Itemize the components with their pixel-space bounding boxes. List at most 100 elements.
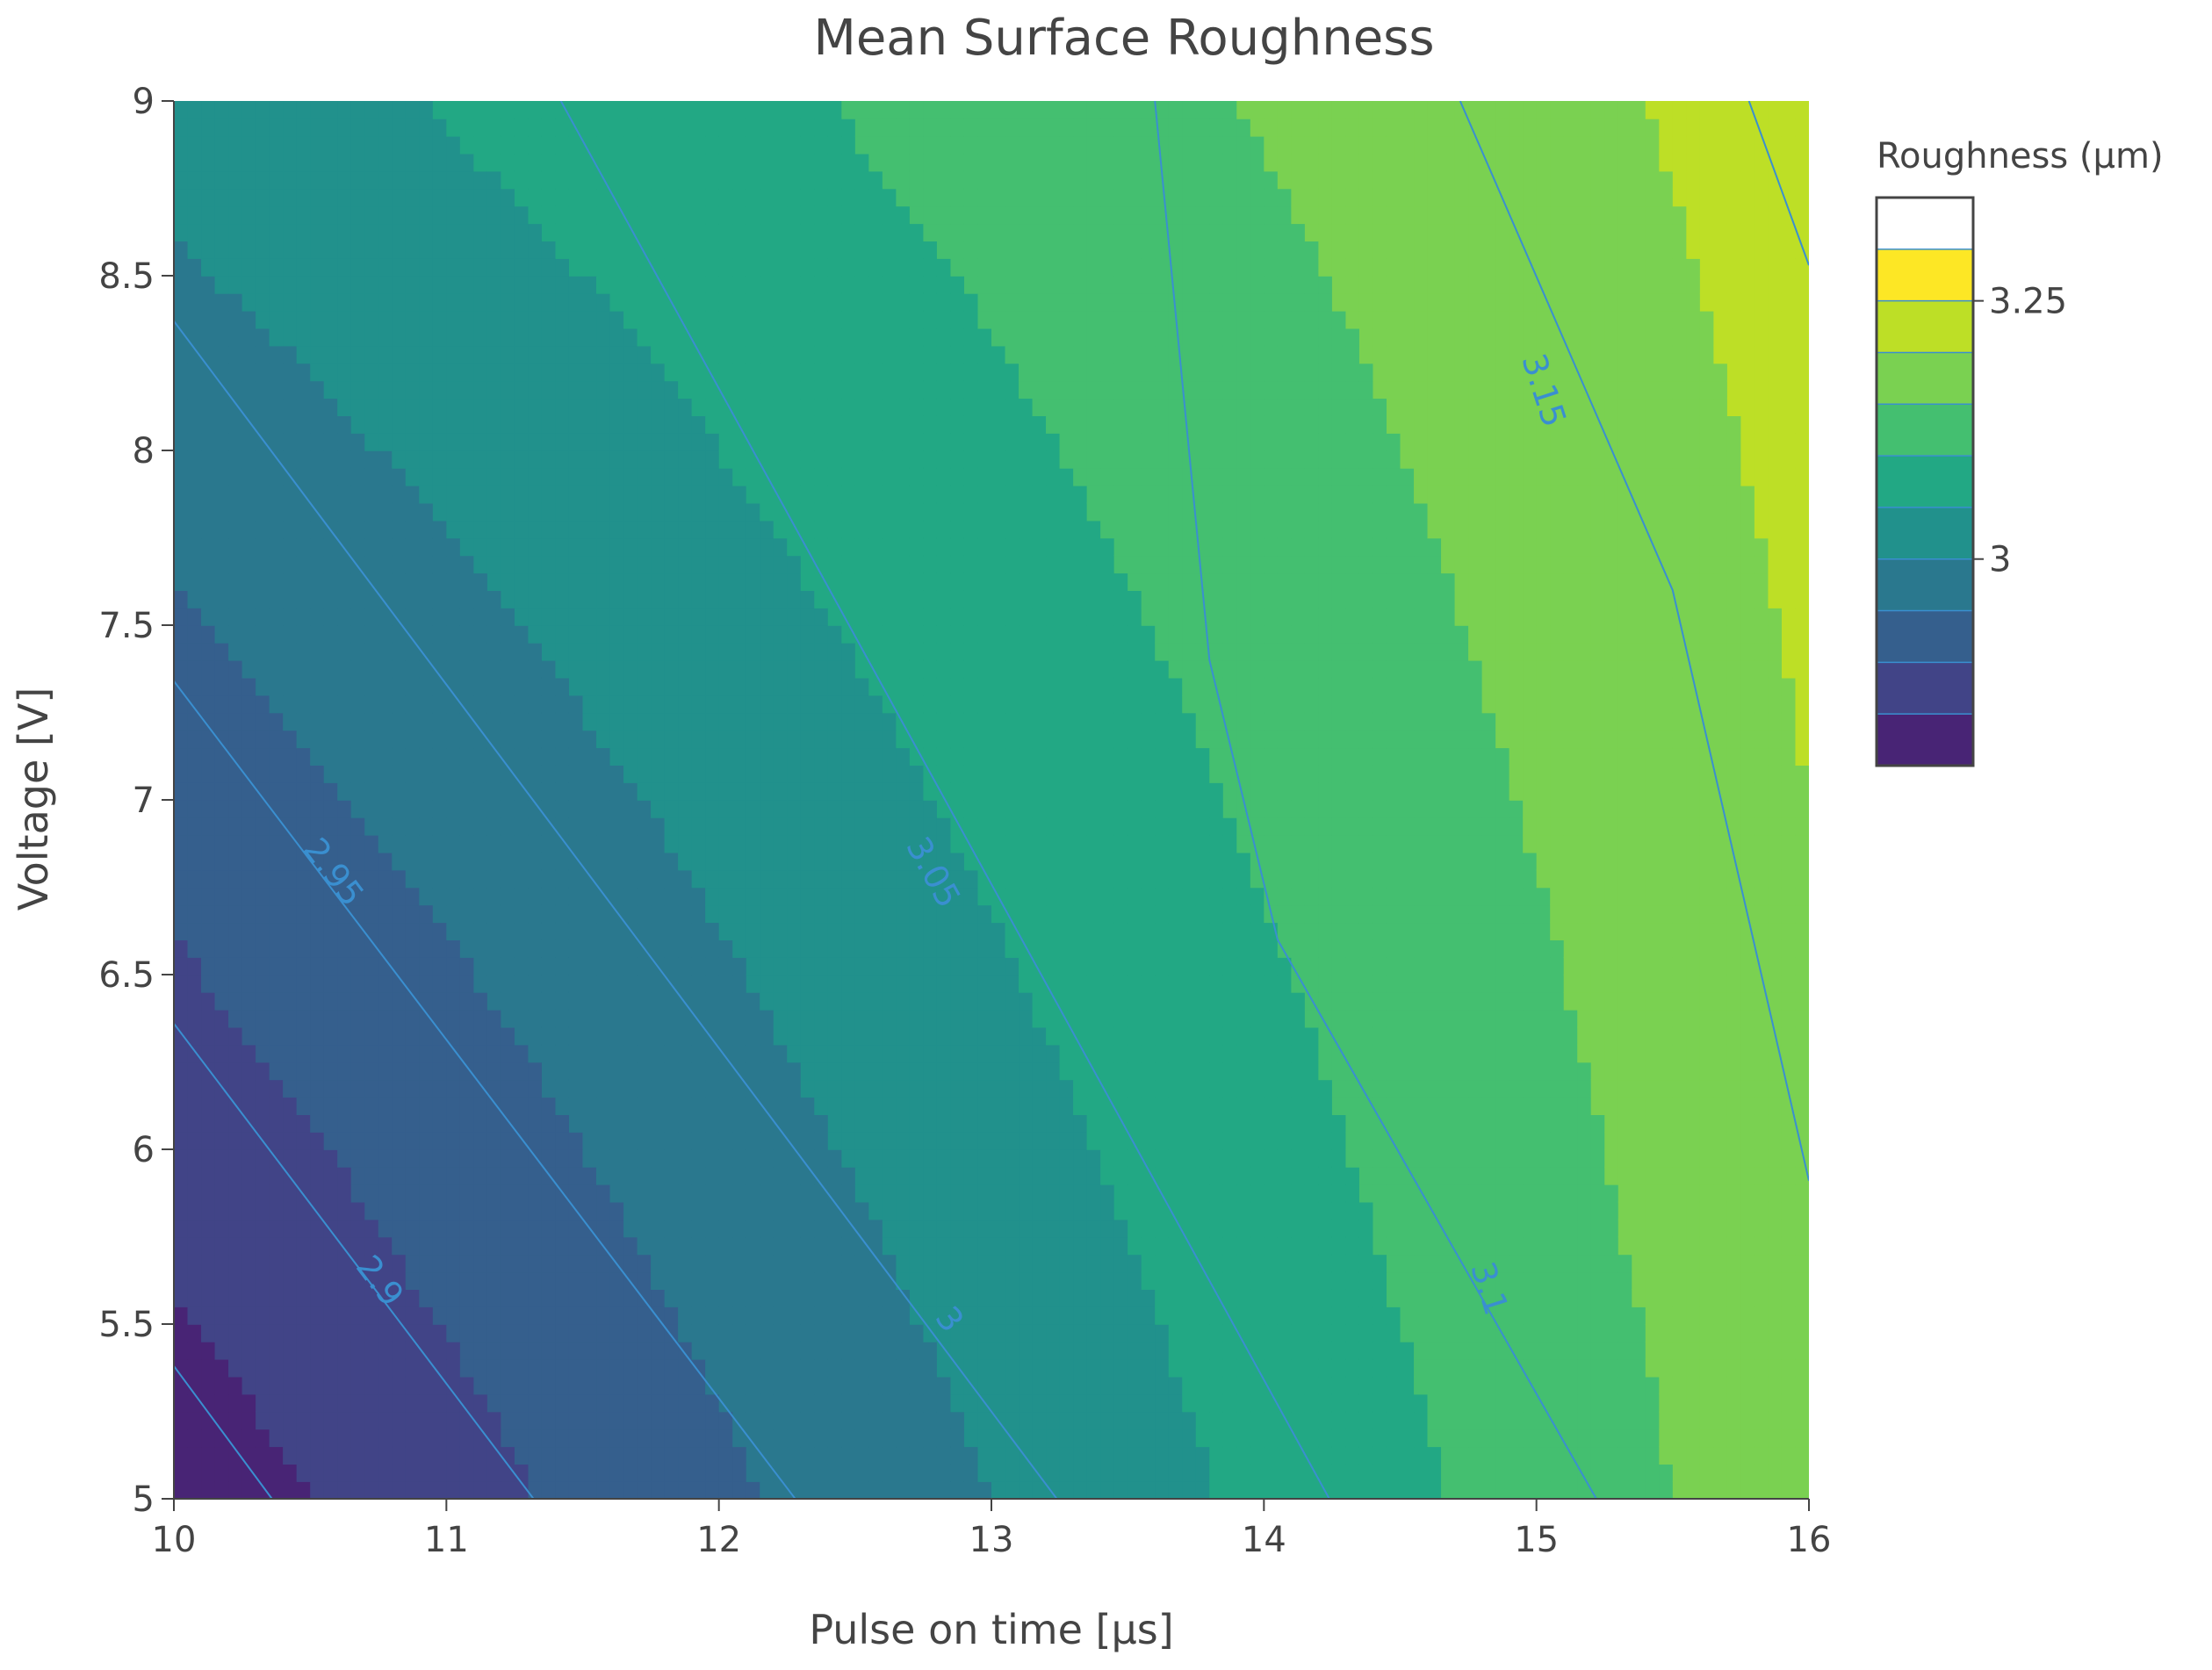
contour-cell xyxy=(732,817,747,836)
contour-cell xyxy=(269,188,284,207)
contour-cell xyxy=(364,223,379,241)
contour-cell xyxy=(623,1411,638,1430)
contour-cell xyxy=(323,1062,338,1081)
contour-cell xyxy=(773,817,789,836)
contour-cell xyxy=(596,223,611,241)
contour-cell xyxy=(486,363,502,382)
contour-cell xyxy=(787,1062,802,1081)
contour-cell xyxy=(419,1009,434,1028)
contour-cell xyxy=(814,415,829,434)
contour-cell xyxy=(936,345,952,364)
contour-cell xyxy=(419,101,434,119)
contour-cell xyxy=(405,398,421,416)
contour-cell xyxy=(473,1079,488,1098)
contour-cell xyxy=(269,537,284,557)
contour-cell xyxy=(364,292,379,312)
contour-cell xyxy=(1005,292,1020,312)
contour-cell xyxy=(283,398,298,416)
contour-cell xyxy=(732,852,747,871)
contour-cell xyxy=(486,153,502,172)
contour-cell xyxy=(950,625,965,644)
contour-cell xyxy=(555,101,570,119)
contour-cell xyxy=(419,1236,434,1256)
contour-cell xyxy=(582,747,597,766)
contour-cell xyxy=(459,625,475,644)
contour-cell xyxy=(841,1289,856,1307)
contour-cell xyxy=(800,1358,816,1378)
contour-cell xyxy=(378,1166,393,1185)
contour-cell xyxy=(664,363,679,382)
contour-cell xyxy=(514,642,530,661)
contour-cell xyxy=(228,555,243,574)
contour-cell xyxy=(746,1026,761,1046)
contour-cell xyxy=(678,712,693,731)
contour-cell xyxy=(459,1026,475,1046)
contour-cell xyxy=(350,991,366,1011)
contour-cell xyxy=(419,869,434,889)
contour-cell xyxy=(691,1166,706,1185)
contour-cell xyxy=(350,642,366,661)
contour-cell xyxy=(623,939,638,958)
contour-cell xyxy=(582,1289,597,1307)
contour-cell xyxy=(568,1306,584,1325)
contour-cell xyxy=(623,276,638,294)
contour-cell xyxy=(963,730,979,749)
contour-cell xyxy=(473,1271,488,1290)
contour-cell xyxy=(909,1341,925,1360)
contour-cell xyxy=(174,1097,189,1115)
contour-cell xyxy=(228,1481,243,1499)
contour-cell xyxy=(977,800,992,818)
contour-cell xyxy=(678,380,693,400)
contour-cell xyxy=(827,904,843,924)
contour-cell xyxy=(392,345,407,364)
contour-cell xyxy=(691,1464,706,1482)
contour-cell xyxy=(432,135,448,155)
contour-cell xyxy=(827,1201,843,1220)
contour-cell xyxy=(269,834,284,853)
contour-cell xyxy=(323,1026,338,1046)
contour-cell xyxy=(678,887,693,906)
contour-cell xyxy=(582,1026,597,1046)
contour-cell xyxy=(787,572,802,591)
contour-cell xyxy=(746,1271,761,1290)
contour-cell xyxy=(350,765,366,783)
contour-cell xyxy=(405,834,421,853)
contour-cell xyxy=(514,1236,530,1256)
contour-cell xyxy=(936,695,952,714)
contour-cell xyxy=(241,817,256,836)
contour-cell xyxy=(174,800,189,818)
contour-cell xyxy=(201,1201,216,1220)
contour-cell xyxy=(787,1341,802,1360)
contour-cell xyxy=(936,852,952,871)
contour-cell xyxy=(936,1114,952,1133)
contour-cell xyxy=(446,310,461,329)
contour-cell xyxy=(1005,467,1020,486)
contour-cell xyxy=(882,712,897,731)
contour-cell xyxy=(678,590,693,608)
contour-cell xyxy=(214,1289,229,1307)
contour-cell xyxy=(269,1062,284,1081)
contour-cell xyxy=(841,1149,856,1168)
contour-cell xyxy=(446,502,461,522)
contour-cell xyxy=(746,170,761,190)
contour-cell xyxy=(350,1132,366,1150)
contour-cell xyxy=(977,642,992,661)
contour-cell xyxy=(896,1079,911,1098)
contour-cell xyxy=(514,1079,530,1098)
contour-cell xyxy=(678,957,693,975)
contour-cell xyxy=(323,1201,338,1220)
contour-cell xyxy=(378,1271,393,1290)
contour-cell xyxy=(419,782,434,801)
contour-cell xyxy=(541,1201,557,1220)
contour-cell xyxy=(827,485,843,504)
contour-cell xyxy=(310,1219,325,1238)
contour-cell xyxy=(364,800,379,818)
contour-cell xyxy=(419,328,434,347)
contour-cell xyxy=(283,292,298,312)
contour-cell xyxy=(732,1097,747,1115)
contour-cell xyxy=(486,1079,502,1098)
contour-cell xyxy=(827,433,843,451)
contour-cell xyxy=(459,659,475,679)
contour-cell xyxy=(678,1464,693,1482)
contour-cell xyxy=(760,800,775,818)
